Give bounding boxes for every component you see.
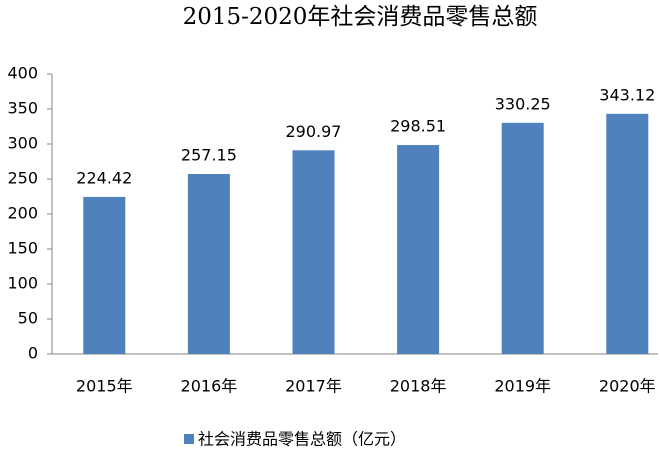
- data-label: 298.51: [390, 117, 446, 136]
- x-tick-label: 2018年: [390, 377, 447, 396]
- y-tick-label: 100: [7, 274, 38, 293]
- x-tick-label: 2020年: [599, 377, 656, 396]
- legend-label: 社会消费品零售总额（亿元）: [198, 430, 406, 449]
- bar: [292, 150, 335, 354]
- legend-swatch: [184, 434, 194, 444]
- x-tick-label: 2019年: [494, 377, 551, 396]
- y-tick-label: 150: [7, 239, 38, 258]
- bar: [83, 196, 126, 354]
- y-tick-label: 50: [18, 309, 38, 328]
- bar: [397, 145, 440, 354]
- x-tick-label: 2017年: [285, 377, 342, 396]
- x-tick-label: 2016年: [181, 377, 238, 396]
- y-tick-label: 400: [7, 64, 38, 83]
- y-tick-label: 0: [28, 344, 38, 363]
- bar: [187, 173, 230, 354]
- data-label: 330.25: [495, 94, 551, 113]
- y-tick-label: 350: [7, 99, 38, 118]
- x-tick-label: 2015年: [76, 377, 133, 396]
- bar: [606, 113, 649, 354]
- bar: [501, 122, 544, 354]
- y-tick-label: 300: [7, 134, 38, 153]
- y-tick-label: 200: [7, 204, 38, 223]
- data-label: 257.15: [181, 145, 237, 164]
- y-tick-label: 250: [7, 169, 38, 188]
- data-label: 343.12: [599, 85, 655, 104]
- data-label: 224.42: [76, 168, 132, 187]
- data-label: 290.97: [286, 122, 342, 141]
- chart-title: 2015-2020年社会消费品零售总额: [183, 4, 538, 30]
